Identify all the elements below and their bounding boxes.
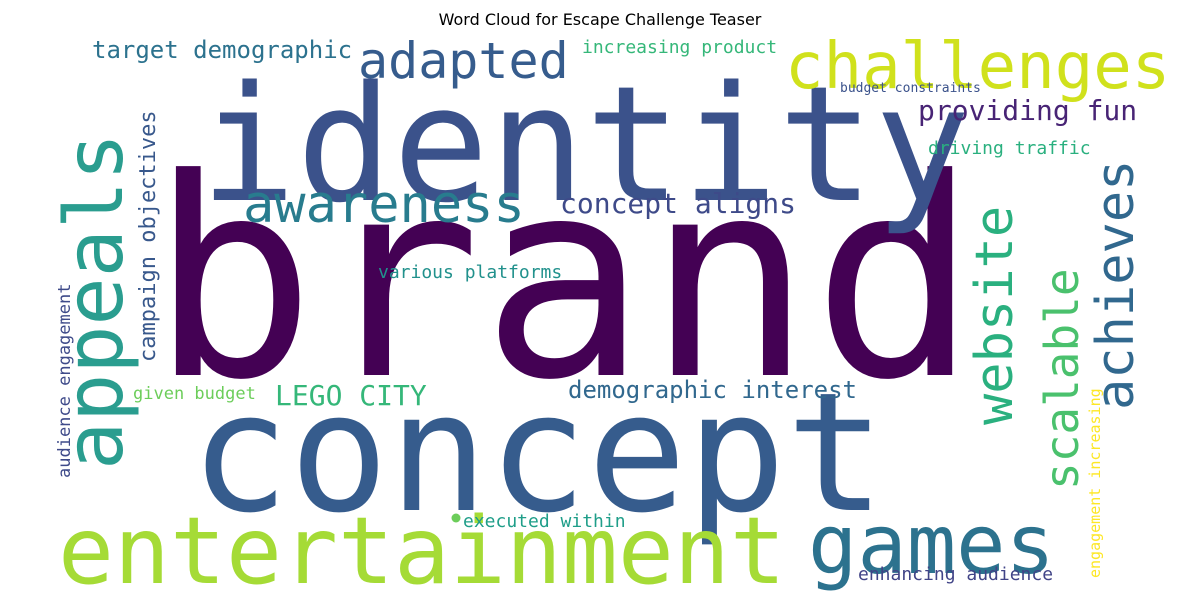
word-challenges: challenges xyxy=(785,30,1170,104)
word-campaign-objectives: campaign objectives xyxy=(136,110,161,362)
word-providing-fun: providing fun xyxy=(918,94,1137,127)
word-demographic-interest: demographic interest xyxy=(568,376,857,404)
word-concept-aligns: concept aligns xyxy=(560,187,796,220)
word-appeals: appeals xyxy=(48,133,141,470)
word-adapted: adapted xyxy=(358,32,569,90)
word-increasing-product: increasing product xyxy=(582,37,777,58)
word-lego-city: LEGO CITY xyxy=(275,379,427,412)
word-achieves: achieves xyxy=(1086,160,1146,410)
word-given-budget: given budget xyxy=(133,384,256,404)
word-identity: identity xyxy=(200,51,971,238)
word-brand: brand xyxy=(150,120,978,440)
word-target-demographic: target demographic xyxy=(92,36,352,64)
word-games: games xyxy=(808,498,1055,593)
chart-title: Word Cloud for Escape Challenge Teaser xyxy=(438,10,762,29)
word-various-platforms: various platforms xyxy=(378,262,562,283)
word-executed-within: executed within xyxy=(463,511,626,532)
word-awareness: awareness xyxy=(243,175,525,235)
word-engagement-increasing: engagement increasing xyxy=(1086,388,1104,578)
word-entertainment: entertainment xyxy=(58,497,786,600)
dot-mark xyxy=(451,513,461,523)
word-driving-traffic: driving traffic xyxy=(928,138,1091,159)
word-budget-constraints: budget constraints xyxy=(840,81,981,96)
word-concept: concept xyxy=(190,357,885,549)
word-enhancing-audience: enhancing audience xyxy=(858,564,1053,585)
word-audience-engagement: audience engagement xyxy=(55,284,75,478)
word-scalable: scalable xyxy=(1035,268,1089,490)
word-website: website xyxy=(965,206,1025,425)
